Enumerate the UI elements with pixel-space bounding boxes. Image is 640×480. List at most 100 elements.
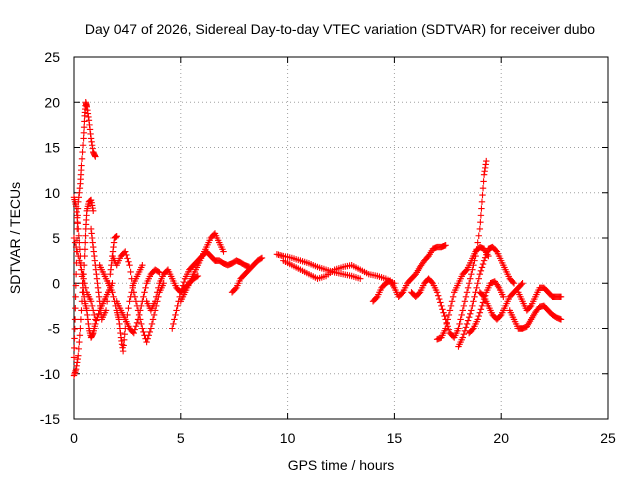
data-point [464,284,472,291]
data-point [470,298,477,305]
data-point [129,282,136,289]
data-point [456,320,463,328]
series-arc-p [408,157,490,341]
data-point [156,269,163,276]
data-point [478,264,486,271]
data-point [467,275,474,282]
data-point [90,207,97,215]
data-point [120,342,127,349]
data-point [480,178,487,185]
data-point [131,326,139,333]
data-point [71,335,78,342]
data-point [477,267,485,275]
data-point [92,153,99,160]
x-tick-label: 10 [280,430,296,446]
data-point [519,280,526,287]
data-point [481,292,489,299]
series-arc-o [369,242,449,305]
y-tick-label: 0 [52,275,60,291]
data-point [415,290,423,297]
data-point [433,289,441,296]
data-point [127,268,134,276]
y-tick-label: -5 [48,321,61,337]
data-point [151,298,159,305]
data-point [75,352,82,359]
data-point [155,284,162,291]
data-point [71,344,78,352]
data-point [483,157,490,165]
data-point [103,298,111,305]
data-point [170,320,177,328]
data-point [125,304,132,312]
data-point [448,298,456,305]
data-point [78,266,85,273]
data-point [140,328,147,336]
y-tick-label: -10 [40,366,60,382]
data-point [461,298,469,305]
data-point [428,278,435,286]
data-point [144,335,151,342]
y-tick-label: 5 [52,230,60,246]
x-tick-label: 25 [600,430,616,446]
y-axis-label: SDTVAR / TECUs [7,182,23,294]
data-points [70,99,565,379]
data-point [79,148,86,156]
data-point [149,316,157,323]
data-point [526,303,534,311]
data-point [480,295,488,303]
data-point [171,316,178,323]
y-tick-label: 15 [44,140,60,156]
data-point [155,268,162,275]
data-point [128,275,135,282]
series-arc-v [465,278,507,337]
series-arc-u [515,284,565,314]
data-point [468,271,475,278]
data-point [77,261,84,269]
data-point [462,324,470,331]
y-tick-label: 20 [44,94,60,110]
data-point [478,198,486,205]
data-point [153,293,160,301]
data-point [75,225,82,233]
data-point [145,332,152,339]
data-point [76,332,84,339]
data-point [124,255,131,262]
data-point [147,325,155,332]
data-point [130,289,138,296]
data-point [120,336,128,344]
data-point [461,327,469,334]
data-point [474,280,481,287]
data-point [80,275,87,282]
data-point [474,239,481,246]
data-point [70,234,78,242]
series-arc-b [70,196,97,379]
data-point [467,310,474,317]
data-point [509,278,517,286]
chart-title: Day 047 of 2026, Sidereal Day-to-day VTE… [85,21,595,37]
data-point [123,251,130,259]
data-point [463,289,471,296]
data-point [133,319,141,327]
data-point [492,247,500,254]
data-point [80,123,88,131]
series-arc-h [113,266,163,337]
data-point [90,307,97,314]
series-arc-r [455,243,518,350]
data-point [75,252,82,260]
data-point [443,320,450,328]
data-point [442,242,449,249]
y-tick-label: 25 [44,49,60,65]
data-point [131,293,139,301]
data-point [439,306,446,313]
series-arc-s [476,280,526,323]
data-point [93,317,100,324]
data-point [469,266,476,273]
data-point [74,214,81,221]
data-point [479,260,487,268]
data-point [458,311,465,319]
data-point [154,289,161,296]
data-point [81,280,88,287]
data-point [357,275,364,282]
data-point [76,338,83,346]
series-arc-c [70,194,116,341]
